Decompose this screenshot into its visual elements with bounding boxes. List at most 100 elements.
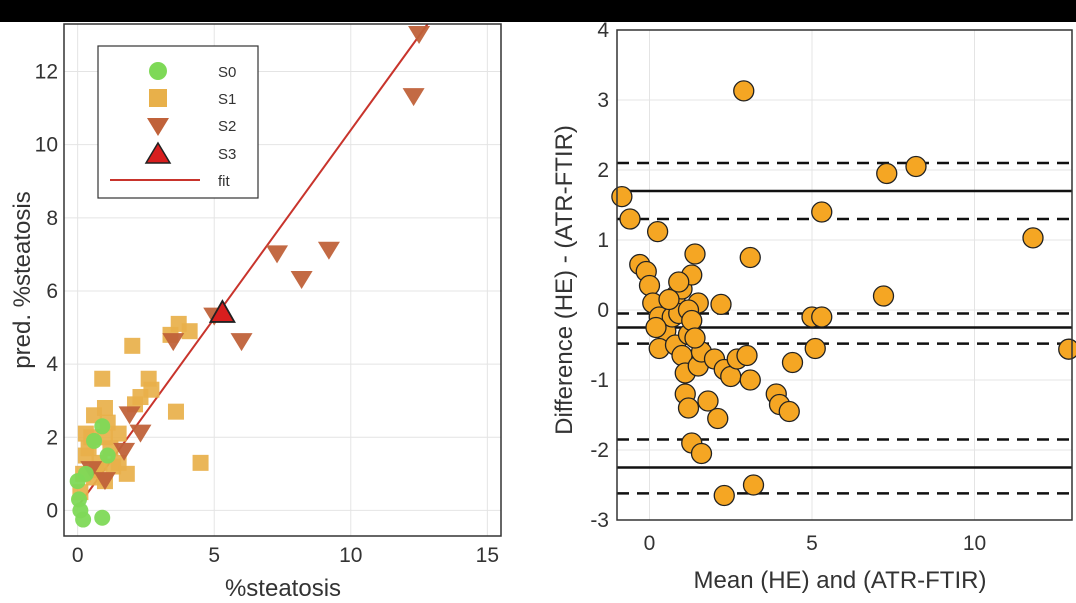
point-s1	[110, 425, 127, 442]
diff-point	[905, 155, 927, 178]
legend-marker-s0	[149, 62, 167, 80]
left-xtick-label: 10	[339, 544, 362, 567]
right-tick-labels: 0 5 10 -3 -2 -1 0 1 2 3 4	[590, 19, 986, 555]
left-scatter-chart: 0 5 10 15 0 2 4 6 8 10 12 %steatosis pred. %steato…	[9, 23, 502, 602]
diff-point	[646, 220, 669, 243]
left-y-axis-label: pred. %steatosis	[9, 191, 36, 368]
diff-point	[811, 306, 833, 328]
diff-point	[638, 274, 661, 297]
point-s1	[192, 454, 209, 471]
legend-marker-s3	[144, 141, 172, 164]
legend-label-s1: S1	[218, 91, 236, 108]
left-xtick-label: 15	[476, 544, 499, 567]
left-xtick-label: 0	[72, 544, 84, 567]
point-s0	[94, 509, 111, 526]
point-s1	[118, 465, 135, 482]
point-s2	[290, 271, 313, 289]
right-ytick-label: 3	[597, 89, 609, 112]
diff-point	[804, 337, 826, 360]
point-s1	[143, 381, 160, 398]
point-s1	[181, 323, 198, 340]
diff-point	[611, 185, 633, 208]
diff-point	[739, 246, 761, 269]
point-s3	[208, 299, 236, 323]
point-s0	[94, 418, 111, 435]
left-legend: S0 S1 S2 S3 fit	[97, 45, 259, 199]
point-s2	[118, 406, 141, 425]
diff-point	[713, 484, 735, 507]
legend-marker-s2	[147, 118, 169, 136]
point-s0	[75, 511, 92, 528]
diff-point	[742, 474, 765, 496]
left-ytick-label: 12	[35, 61, 58, 84]
diff-point	[778, 400, 800, 423]
diff-point	[710, 293, 732, 316]
point-s1	[124, 337, 141, 354]
point-s0	[86, 432, 103, 449]
top-black-strip	[0, 0, 1076, 22]
point-s2	[113, 442, 136, 461]
diff-point	[684, 243, 706, 265]
right-ytick-label: -2	[590, 439, 609, 462]
point-s2	[162, 333, 185, 352]
right-ytick-label: 4	[597, 19, 609, 42]
diff-point	[733, 80, 755, 102]
right-ytick-label: -3	[590, 509, 609, 532]
right-plot-frame	[616, 29, 1073, 521]
point-s0	[77, 465, 94, 482]
point-s1	[96, 400, 113, 416]
point-s2	[230, 333, 253, 352]
diff-point	[677, 397, 700, 419]
diff-point	[619, 208, 641, 230]
right-data-marks	[611, 80, 1076, 507]
diff-point	[736, 344, 758, 367]
diff-point	[781, 351, 804, 374]
left-ytick-label: 8	[46, 207, 58, 230]
diff-point	[658, 288, 680, 311]
left-ytick-label: 2	[46, 426, 58, 449]
diff-point	[872, 285, 895, 307]
right-ytick-label: 0	[597, 299, 609, 322]
left-plot-frame	[63, 23, 502, 537]
diff-point	[1058, 338, 1076, 360]
diff-point	[684, 327, 706, 349]
diff-point	[811, 201, 833, 223]
right-xtick-label: 5	[806, 532, 818, 555]
right-xtick-label: 0	[644, 532, 656, 555]
point-s2	[129, 424, 152, 443]
legend-label-fit: fit	[218, 173, 231, 190]
diff-point	[645, 316, 667, 339]
point-s1	[167, 403, 184, 420]
right-x-axis-label: Mean (HE) and (ATR-FTIR)	[694, 567, 987, 594]
diff-point	[1022, 227, 1044, 249]
point-s2	[402, 88, 425, 107]
left-ytick-label: 4	[46, 353, 58, 376]
point-s2	[266, 245, 289, 264]
point-s1	[94, 370, 111, 387]
legend-label-s3: S3	[218, 146, 236, 163]
right-ytick-label: 2	[597, 159, 609, 182]
legend-label-s0: S0	[218, 64, 236, 81]
left-tick-labels: 0 5 10 15 0 2 4 6 8 10 12	[35, 61, 499, 567]
diff-point	[707, 407, 729, 430]
left-ytick-label: 10	[35, 134, 58, 157]
legend-box	[97, 45, 259, 199]
diff-point	[668, 271, 690, 293]
diff-point	[681, 309, 703, 332]
diff-point	[739, 369, 761, 391]
point-s0	[99, 447, 116, 464]
left-gridlines	[64, 24, 501, 536]
point-s2	[317, 241, 340, 260]
right-ytick-label: 1	[597, 229, 609, 252]
diff-point	[697, 390, 719, 412]
left-data-marks	[69, 25, 431, 528]
diff-point	[690, 442, 713, 465]
left-ytick-label: 0	[46, 499, 58, 522]
legend-label-s2: S2	[218, 118, 236, 135]
right-xtick-label: 10	[963, 532, 986, 555]
left-xtick-label: 5	[208, 544, 220, 567]
point-s2	[93, 472, 116, 491]
diff-point	[876, 162, 898, 185]
right-bland-altman-chart: 0 5 10 -3 -2 -1 0 1 2 3 4 Mean (HE) and (ATR-FTIR)…	[551, 19, 1076, 594]
